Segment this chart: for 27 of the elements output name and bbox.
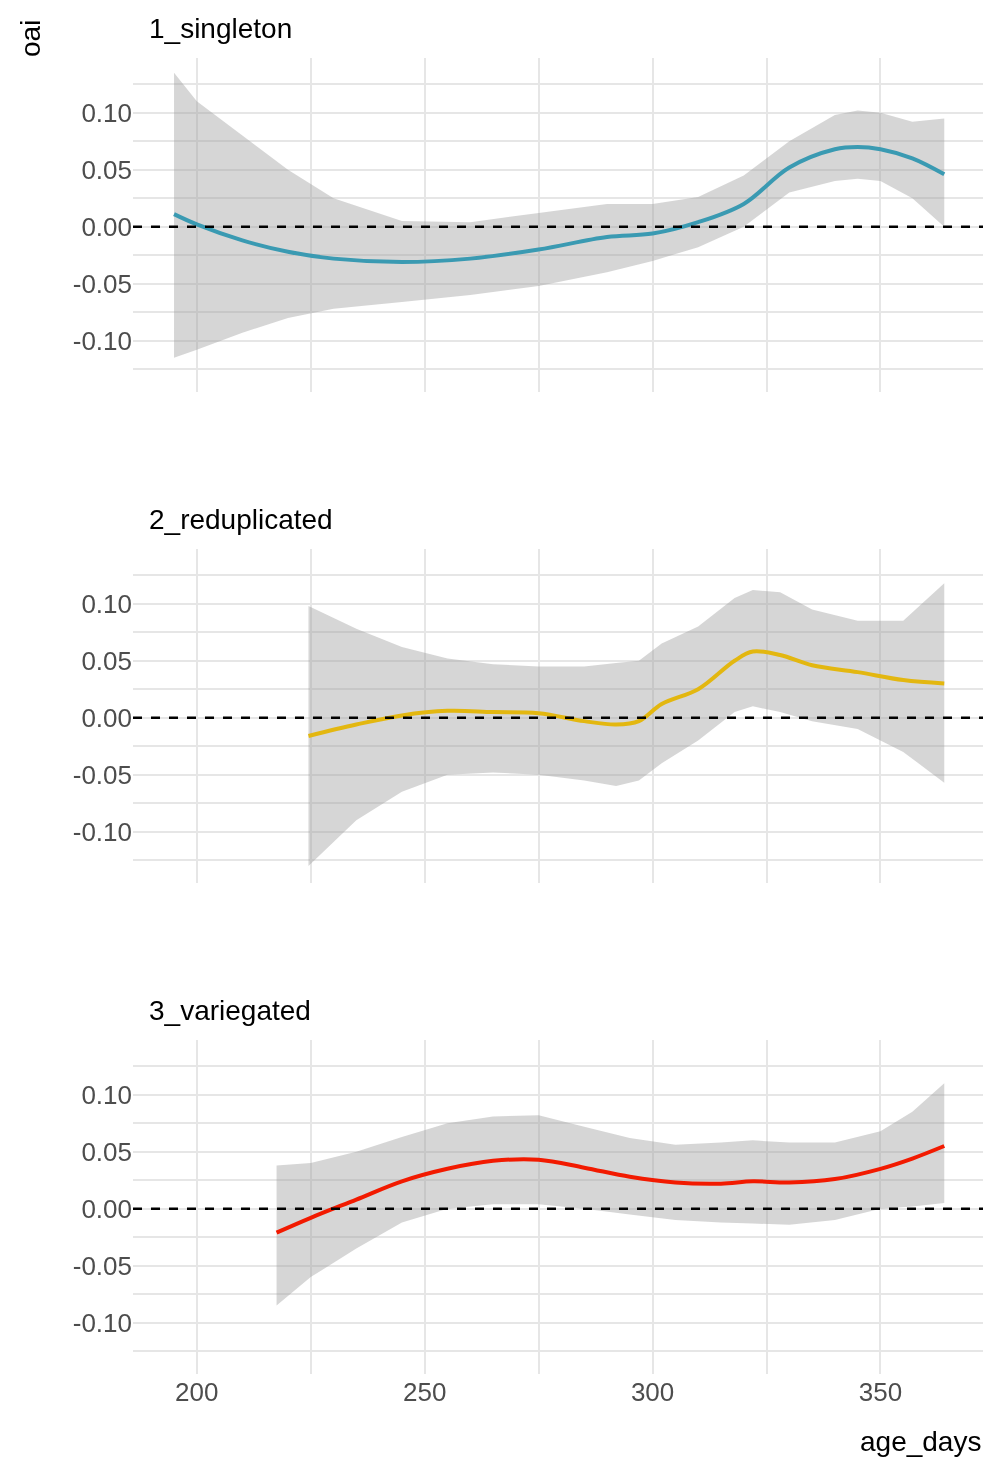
line-series: [274, 1144, 947, 1235]
x-tick-label: 350: [858, 1377, 903, 1407]
y-tick-label: -0.10: [72, 816, 132, 847]
x-tick-label: 250: [402, 1377, 447, 1407]
y-tick-label: -0.10: [72, 1307, 132, 1338]
y-tick-label: -0.05: [72, 1250, 132, 1281]
line-series: [306, 649, 947, 738]
y-tick-label: 0.10: [81, 97, 132, 128]
x-tick-label: 200: [175, 1377, 219, 1407]
y-tick-label: -0.10: [72, 325, 132, 356]
y-tick-label: 0.10: [81, 1079, 132, 1110]
y-tick-label: 0.10: [81, 588, 132, 619]
chart-title: 2_reduplicated: [149, 504, 333, 535]
y-tick-label: 0.00: [81, 702, 132, 733]
x-tick-label: 300: [630, 1377, 675, 1407]
y-tick-label: 0.05: [81, 154, 132, 185]
y-tick-label: -0.05: [72, 759, 132, 790]
chart-title: 1_singleton: [149, 13, 293, 44]
y-tick-label: -0.05: [72, 268, 132, 299]
y-tick-label: 0.05: [81, 645, 132, 676]
line-series: [172, 144, 947, 265]
x-axis-title: age_days: [860, 1426, 982, 1457]
y-tick-label: 0.05: [81, 1136, 132, 1167]
chart-title: 3_variegated: [149, 995, 311, 1026]
y-tick-label: 0.00: [81, 1193, 132, 1224]
y-tick-label: 0.00: [81, 211, 132, 242]
y-axis-title: oai: [15, 19, 46, 57]
